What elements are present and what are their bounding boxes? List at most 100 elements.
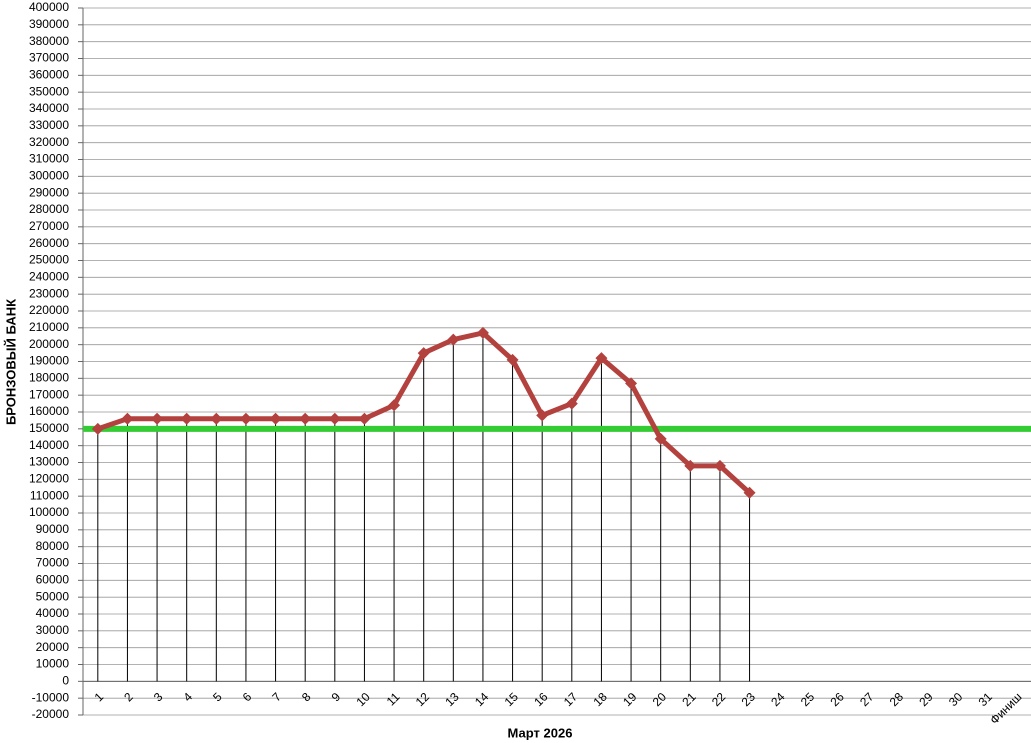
y-tick-label: 310000 [29, 152, 69, 166]
y-tick-label: 100000 [29, 505, 69, 519]
marker [565, 397, 578, 410]
y-tick-label: 20000 [36, 640, 70, 654]
y-tick-label: -10000 [32, 690, 70, 704]
marker [358, 412, 371, 425]
marker [713, 459, 726, 472]
y-tick-label: 180000 [29, 371, 69, 385]
x-tick-label: 2 [121, 690, 136, 705]
x-tick-label: 25 [798, 690, 818, 710]
x-tick-label: 12 [413, 690, 433, 710]
x-axis-label: Март 2026 [508, 725, 573, 740]
x-tick-label: 11 [384, 690, 403, 709]
marker [239, 412, 252, 425]
y-tick-label: 170000 [29, 387, 69, 401]
x-tick-label: 22 [709, 690, 729, 710]
x-tick-label: 4 [180, 690, 195, 705]
marker [684, 459, 697, 472]
x-tick-label: 10 [353, 690, 373, 710]
y-tick-label: 230000 [29, 286, 69, 300]
x-tick-label: 31 [976, 690, 996, 710]
x-tick-label: 3 [151, 690, 166, 705]
y-tick-label: 200000 [29, 337, 69, 351]
y-tick-label: 270000 [29, 219, 69, 233]
x-tick-label: 26 [827, 690, 847, 710]
x-tick-label: 9 [329, 690, 344, 705]
x-tick-label: 30 [946, 690, 966, 710]
y-tick-label: 140000 [29, 438, 69, 452]
marker [91, 422, 104, 435]
marker [536, 409, 549, 422]
y-axis-label: БРОНЗОВЫЙ БАНК [3, 299, 18, 425]
y-tick-label: 110000 [30, 488, 69, 502]
marker [269, 412, 282, 425]
y-tick-label: 30000 [36, 623, 70, 637]
x-tick-label: 23 [739, 690, 759, 710]
marker [328, 412, 341, 425]
y-tick-label: 340000 [29, 101, 69, 115]
x-tick-label: 7 [269, 690, 284, 705]
x-tick-label: 17 [561, 690, 581, 710]
x-tick-label: 14 [472, 690, 492, 710]
x-tick-label: Финиш [987, 690, 1024, 727]
y-tick-label: 240000 [29, 270, 69, 284]
y-tick-label: 220000 [29, 303, 69, 317]
marker [388, 399, 401, 412]
y-tick-label: 120000 [29, 472, 69, 486]
x-tick-label: 24 [768, 690, 788, 710]
y-tick-label: -20000 [32, 707, 70, 721]
x-tick-label: 29 [916, 690, 936, 710]
x-tick-label: 20 [650, 690, 670, 710]
y-tick-label: 380000 [29, 34, 69, 48]
y-tick-label: 370000 [29, 51, 69, 65]
y-tick-label: 260000 [29, 236, 69, 250]
y-tick-label: 250000 [29, 253, 69, 267]
y-tick-label: 160000 [29, 404, 69, 418]
y-tick-label: 50000 [36, 589, 70, 603]
marker [299, 412, 312, 425]
y-tick-label: 80000 [36, 539, 70, 553]
y-tick-label: 330000 [29, 118, 69, 132]
marker [595, 352, 608, 365]
y-tick-label: 150000 [29, 421, 69, 435]
marker [476, 326, 489, 339]
x-tick-label: 27 [857, 690, 877, 710]
marker [121, 412, 134, 425]
marker [180, 412, 193, 425]
x-tick-label: 6 [240, 690, 255, 705]
x-tick-label: 13 [442, 690, 462, 710]
x-tick-label: 1 [92, 690, 107, 705]
x-tick-label: 19 [620, 690, 640, 710]
x-tick-label: 18 [590, 690, 610, 710]
y-tick-label: 290000 [29, 185, 69, 199]
y-tick-label: 190000 [29, 354, 69, 368]
marker [506, 353, 519, 366]
y-tick-label: 90000 [36, 522, 70, 536]
y-tick-label: 360000 [29, 68, 69, 82]
y-tick-label: 10000 [36, 657, 70, 671]
marker [447, 333, 460, 346]
x-tick-label: 15 [502, 690, 522, 710]
marker [210, 412, 223, 425]
x-tick-label: 8 [299, 690, 314, 705]
y-tick-label: 40000 [36, 606, 70, 620]
x-tick-label: 16 [531, 690, 551, 710]
x-tick-label: 5 [210, 690, 225, 705]
marker [151, 412, 164, 425]
y-tick-label: 400000 [29, 0, 69, 14]
y-tick-label: 320000 [29, 135, 69, 149]
y-tick-label: 210000 [29, 320, 69, 334]
y-tick-label: 300000 [29, 169, 69, 183]
marker [625, 377, 638, 390]
y-tick-label: 390000 [29, 17, 69, 31]
y-tick-label: 280000 [29, 202, 69, 216]
y-tick-label: 350000 [29, 84, 69, 98]
x-tick-label: 21 [679, 690, 699, 710]
marker [417, 347, 430, 360]
marker [743, 486, 756, 499]
y-tick-label: 60000 [36, 573, 70, 587]
y-tick-label: 70000 [36, 556, 70, 570]
y-tick-label: 130000 [29, 455, 69, 469]
y-tick-label: 0 [62, 674, 69, 688]
x-tick-label: 28 [887, 690, 907, 710]
